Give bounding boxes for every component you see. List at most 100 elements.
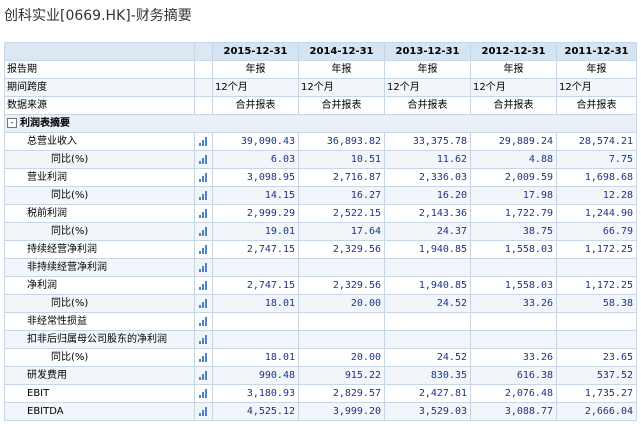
- section-header[interactable]: - 利润表摘要: [4, 114, 637, 133]
- data-row: 扣非后归属母公司股东的净利润: [4, 330, 637, 349]
- chart-icon-cell[interactable]: [194, 168, 213, 187]
- collapse-toggle-icon[interactable]: -: [7, 118, 17, 128]
- icon-cell-empty: [194, 60, 213, 79]
- page-title: 创科实业[0669.HK]-财务摘要: [4, 8, 192, 24]
- bar-chart-icon[interactable]: [199, 208, 208, 218]
- row-label: 同比(%): [4, 222, 195, 241]
- value-cell: 17.98: [470, 186, 557, 205]
- value-cell: 19.01: [212, 222, 299, 241]
- chart-icon-cell[interactable]: [194, 330, 213, 349]
- bar-chart-icon[interactable]: [199, 298, 208, 308]
- bar-chart-icon[interactable]: [199, 280, 208, 290]
- row-label: 税前利润: [4, 204, 195, 223]
- bar-chart-icon[interactable]: [199, 316, 208, 326]
- info-cell: 12个月: [298, 78, 385, 97]
- chart-icon-cell[interactable]: [194, 348, 213, 367]
- info-cell: 年报: [556, 60, 637, 79]
- bar-chart-icon[interactable]: [199, 352, 208, 362]
- value-cell: 1,722.79: [470, 204, 557, 223]
- bar-chart-icon[interactable]: [199, 136, 208, 146]
- data-row: 净利润 2,747.15 2,329.56 1,940.85 1,558.03 1,172…: [4, 276, 637, 295]
- bar-chart-icon[interactable]: [199, 226, 208, 236]
- value-cell: [556, 312, 637, 331]
- chart-icon-cell[interactable]: [194, 258, 213, 277]
- chart-icon-cell[interactable]: [194, 132, 213, 151]
- value-cell: 2,009.59: [470, 168, 557, 187]
- value-cell: [298, 330, 385, 349]
- value-cell: [384, 330, 471, 349]
- chart-icon-cell[interactable]: [194, 150, 213, 169]
- bar-chart-icon[interactable]: [199, 244, 208, 254]
- chart-icon-cell[interactable]: [194, 276, 213, 295]
- bar-chart-icon[interactable]: [199, 334, 208, 344]
- info-cell: 年报: [212, 60, 299, 79]
- info-row: 数据来源 合并报表 合并报表 合并报表 合并报表 合并报表: [4, 96, 637, 115]
- value-cell: 17.64: [298, 222, 385, 241]
- bar-chart-icon[interactable]: [199, 406, 208, 416]
- bar-chart-icon[interactable]: [199, 370, 208, 380]
- value-cell: [470, 330, 557, 349]
- chart-icon-cell[interactable]: [194, 222, 213, 241]
- value-cell: 1,558.03: [470, 240, 557, 259]
- value-cell: 2,666.04: [556, 402, 637, 421]
- chart-icon-cell[interactable]: [194, 366, 213, 385]
- value-cell: [212, 258, 299, 277]
- row-label: 非经常性损益: [4, 312, 195, 331]
- value-cell: 2,747.15: [212, 240, 299, 259]
- row-label: 同比(%): [4, 186, 195, 205]
- value-cell: [470, 312, 557, 331]
- data-row: 持续经营净利润 2,747.15 2,329.56 1,940.85 1,558.03 1…: [4, 240, 637, 259]
- section-row[interactable]: - 利润表摘要: [4, 114, 637, 133]
- chart-icon-cell[interactable]: [194, 240, 213, 259]
- value-cell: [212, 330, 299, 349]
- value-cell: 915.22: [298, 366, 385, 385]
- value-cell: 990.48: [212, 366, 299, 385]
- value-cell: 1,244.90: [556, 204, 637, 223]
- bar-chart-icon[interactable]: [199, 388, 208, 398]
- value-cell: 33.26: [470, 348, 557, 367]
- data-row: 营业利润 3,098.95 2,716.87 2,336.03 2,009.59 1,69…: [4, 168, 637, 187]
- value-cell: [470, 258, 557, 277]
- value-cell: 2,329.56: [298, 276, 385, 295]
- data-row: 同比(%) 14.15 16.27 16.20 17.98 12.28: [4, 186, 637, 205]
- row-label: 持续经营净利润: [4, 240, 195, 259]
- row-label: 数据来源: [4, 96, 195, 115]
- header-blank: [4, 42, 195, 61]
- chart-icon-cell[interactable]: [194, 384, 213, 403]
- value-cell: 18.01: [212, 294, 299, 313]
- info-cell: 合并报表: [556, 96, 637, 115]
- chart-icon-cell[interactable]: [194, 294, 213, 313]
- bar-chart-icon[interactable]: [199, 154, 208, 164]
- chart-icon-cell[interactable]: [194, 204, 213, 223]
- chart-icon-cell[interactable]: [194, 186, 213, 205]
- value-cell: 537.52: [556, 366, 637, 385]
- value-cell: 24.52: [384, 348, 471, 367]
- bar-chart-icon[interactable]: [199, 172, 208, 182]
- value-cell: 1,558.03: [470, 276, 557, 295]
- row-label: 报告期: [4, 60, 195, 79]
- value-cell: 2,522.15: [298, 204, 385, 223]
- data-row: 非经常性损益: [4, 312, 637, 331]
- value-cell: 2,336.03: [384, 168, 471, 187]
- bar-chart-icon[interactable]: [199, 190, 208, 200]
- value-cell: [384, 312, 471, 331]
- info-cell: 12个月: [470, 78, 557, 97]
- bar-chart-icon[interactable]: [199, 262, 208, 272]
- column-header-2012-12-31: 2012-12-31: [470, 42, 557, 61]
- chart-icon-cell[interactable]: [194, 402, 213, 421]
- value-cell: 1,172.25: [556, 240, 637, 259]
- value-cell: 2,747.15: [212, 276, 299, 295]
- chart-icon-cell[interactable]: [194, 312, 213, 331]
- value-cell: 1,735.27: [556, 384, 637, 403]
- info-cell: 合并报表: [298, 96, 385, 115]
- info-cell: 合并报表: [212, 96, 299, 115]
- value-cell: 58.38: [556, 294, 637, 313]
- data-row: 研发费用 990.48 915.22 830.35 616.38 537.52: [4, 366, 637, 385]
- value-cell: 33,375.78: [384, 132, 471, 151]
- data-row: EBIT 3,180.93 2,829.57 2,427.81 2,076.48 1,73…: [4, 384, 637, 403]
- value-cell: 3,098.95: [212, 168, 299, 187]
- info-cell: 合并报表: [384, 96, 471, 115]
- icon-cell-empty: [194, 78, 213, 97]
- data-row: 同比(%) 19.01 17.64 24.37 38.75 66.79: [4, 222, 637, 241]
